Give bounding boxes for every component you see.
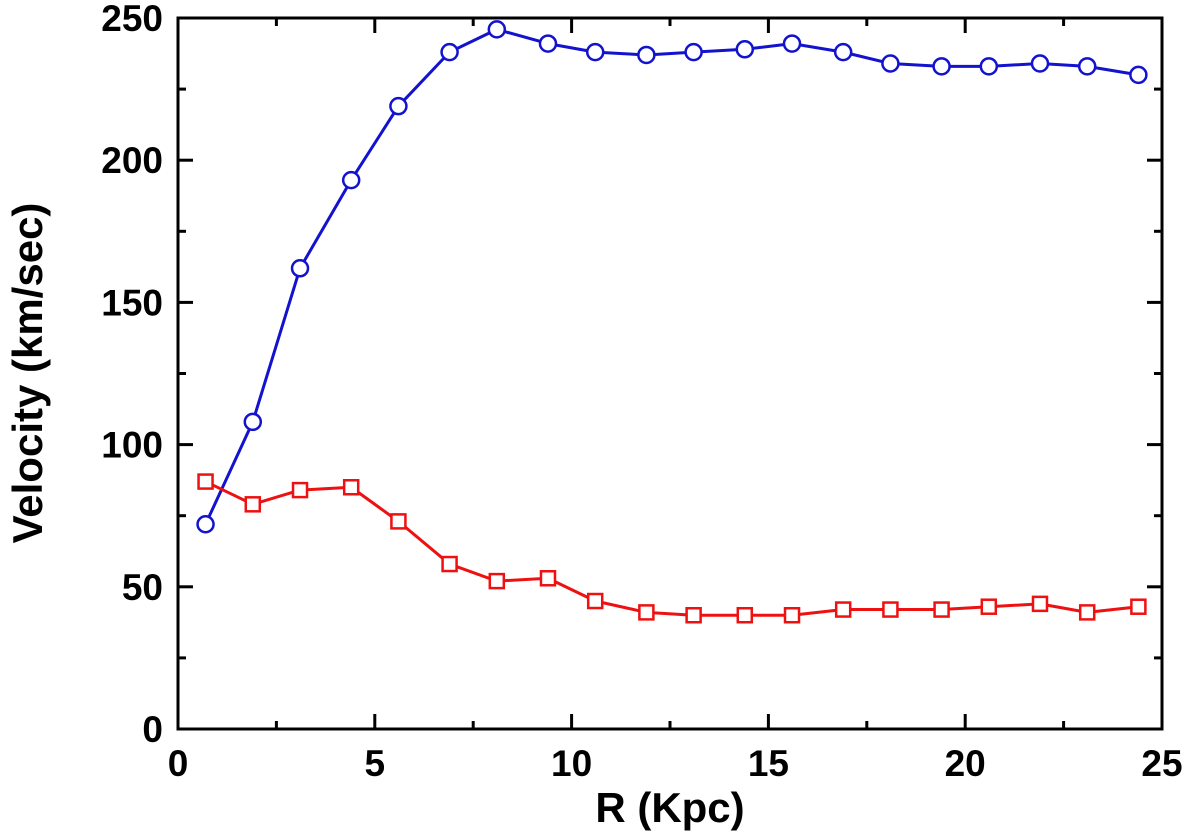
x-axis-label: R (Kpc) — [595, 784, 744, 831]
expected-keplerian-curve-marker — [1078, 604, 1096, 621]
observed-rotation-curve-marker — [735, 40, 755, 59]
observed-rotation-curve-marker — [637, 45, 656, 65]
expected-keplerian-curve-marker — [834, 601, 852, 618]
observed-rotation-curve-marker — [1077, 57, 1097, 76]
observed-rotation-curve-marker — [881, 54, 900, 73]
expected-keplerian-curve-marker — [342, 479, 360, 496]
expected-keplerian-curve-marker — [539, 570, 557, 587]
observed-rotation-curve-marker — [196, 514, 215, 534]
observed-rotation-curve-marker — [341, 170, 361, 190]
observed-rotation-curve-marker — [243, 412, 263, 432]
expected-keplerian-curve-marker — [197, 473, 214, 490]
observed-rotation-curve-marker — [440, 42, 459, 62]
expected-keplerian-curve-marker — [291, 481, 309, 499]
observed-rotation-curve-marker — [389, 96, 408, 116]
observed-rotation-curve-line — [204, 27, 1139, 525]
y-tick-label: 50 — [122, 567, 163, 608]
x-tick-label: 15 — [748, 743, 789, 784]
observed-rotation-curve-marker — [1030, 54, 1050, 73]
observed-rotation-curve-marker — [979, 57, 999, 76]
y-tick-label: 0 — [142, 709, 163, 750]
observed-rotation-curve-marker — [538, 34, 558, 53]
x-tick-label: 5 — [365, 743, 386, 784]
expected-keplerian-curve-marker — [441, 555, 458, 573]
observed-rotation-curve-marker — [932, 57, 951, 76]
x-tick-label: 0 — [168, 743, 189, 784]
expected-keplerian-curve-marker — [685, 606, 702, 624]
x-tick-label: 20 — [945, 743, 986, 784]
observed-rotation-curve-marker — [1129, 65, 1148, 85]
expected-keplerian-curve-marker — [638, 604, 655, 621]
expected-keplerian-curve-line — [204, 480, 1139, 617]
expected-keplerian-curve-marker — [488, 572, 506, 590]
y-tick-label: 150 — [101, 282, 163, 323]
expected-keplerian-curve-marker — [390, 513, 407, 530]
x-tick-label: 25 — [1141, 743, 1182, 784]
expected-keplerian-curve-marker — [783, 606, 801, 624]
expected-keplerian-curve-marker — [1031, 595, 1049, 613]
observed-rotation-curve-marker — [487, 20, 507, 39]
y-tick-label: 250 — [101, 0, 163, 39]
expected-keplerian-curve-marker — [980, 598, 998, 615]
x-tick-label: 10 — [551, 743, 592, 784]
expected-keplerian-curve-marker — [1130, 598, 1147, 615]
observed-rotation-curve-marker — [684, 42, 703, 62]
observed-rotation-curve-marker — [782, 34, 802, 53]
expected-keplerian-curve-marker — [586, 592, 604, 610]
expected-keplerian-curve-marker — [736, 606, 754, 624]
expected-keplerian-curve-marker — [244, 496, 262, 513]
plot-frame — [176, 16, 1164, 731]
observed-rotation-curve-marker — [833, 42, 853, 62]
observed-rotation-curve-marker — [585, 42, 605, 62]
y-tick-label: 100 — [101, 425, 163, 466]
expected-keplerian-curve-marker — [882, 601, 899, 618]
expected-keplerian-curve-marker — [933, 601, 950, 618]
y-tick-label: 200 — [101, 140, 163, 181]
y-axis-label: Velocity (km/sec) — [4, 203, 51, 544]
observed-rotation-curve-marker — [290, 259, 310, 278]
